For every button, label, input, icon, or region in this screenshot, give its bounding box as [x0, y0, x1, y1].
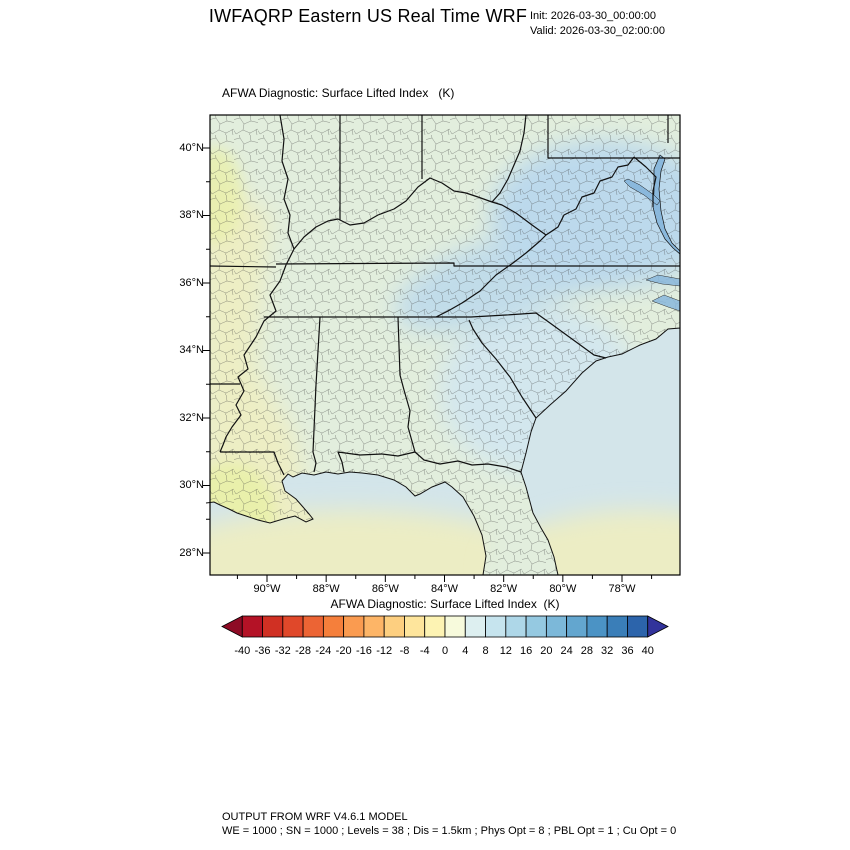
- lon-tick-label: 78°W: [608, 583, 636, 595]
- colorbar-segment: [424, 615, 446, 638]
- colorbar-segment: [505, 615, 527, 638]
- colorbar-tick-label: -36: [255, 645, 271, 657]
- colorbar-tick-label: 0: [442, 645, 448, 657]
- lon-tick-label: 90°W: [253, 583, 281, 595]
- valid-time-label: Valid: 2026-03-30_02:00:00: [530, 25, 665, 37]
- lon-tick-label: 80°W: [549, 583, 577, 595]
- lat-tick-label: 32°N: [179, 411, 204, 424]
- colorbar-tick-label: 28: [581, 645, 593, 657]
- colorbar-tick-label: -24: [315, 645, 331, 657]
- colorbar-tick-label: 40: [642, 645, 654, 657]
- colorbar-tick-label: -4: [420, 645, 430, 657]
- map-subtitle: AFWA Diagnostic: Surface Lifted Index (K…: [222, 86, 455, 100]
- colorbar-tick-label: 16: [520, 645, 532, 657]
- lat-tick-label: 36°N: [179, 276, 204, 289]
- colorbar-segment: [647, 615, 669, 638]
- colorbar-segment: [363, 615, 385, 638]
- colorbar-tick-label: 36: [621, 645, 633, 657]
- colorbar-tick-label: -12: [376, 645, 392, 657]
- init-time-label: Init: 2026-03-30_00:00:00: [530, 10, 656, 22]
- colorbar-svg: -40 -36 -32 -28 -24 -20 -16 -12 -8 -4 0 4 8 12 16 20 24 2…: [221, 615, 669, 657]
- colorbar-tick-label: 24: [561, 645, 573, 657]
- lat-tick-label: 30°N: [179, 479, 204, 491]
- colorbar-segment: [606, 615, 628, 638]
- albemarle-sound: [645, 274, 680, 287]
- colorbar-segment: [302, 615, 324, 638]
- lat-tick-label: 40°N: [179, 141, 204, 154]
- lat-tick-label: 28°N: [179, 546, 204, 559]
- colorbar-tick-label: 32: [601, 645, 613, 657]
- colorbar-segment: [586, 615, 608, 638]
- run-info: Init: 2026-03-30_00:00:00 Valid: 2026-03…: [530, 9, 665, 39]
- colorbar-tick-label: -8: [400, 645, 410, 657]
- colorbar-tick-label: -40: [234, 645, 250, 657]
- colorbar-segment: [322, 615, 345, 638]
- colorbar-segment: [383, 615, 405, 638]
- colorbar-title: AFWA Diagnostic: Surface Lifted Index (K…: [330, 597, 560, 611]
- pamlico-sound: [651, 294, 680, 312]
- chesapeake-bay: [652, 154, 680, 255]
- colorbar-segment: [404, 615, 426, 638]
- axis-ticks: [203, 147, 653, 582]
- colorbar-segment: [545, 615, 568, 638]
- colorbar-tick-label: 8: [482, 645, 488, 657]
- colorbar-segment: [464, 615, 486, 638]
- colorbar-segment: [241, 615, 263, 638]
- colorbar-tick-label: 12: [500, 645, 512, 657]
- lon-tick-label: 84°W: [430, 583, 459, 595]
- potomac-river: [623, 178, 661, 206]
- colorbar-tick-label: 20: [540, 645, 552, 657]
- colorbar-segment: [525, 615, 547, 638]
- state-borders: [209, 114, 680, 476]
- lon-tick-label: 82°W: [490, 583, 518, 595]
- colorbar-segment: [262, 615, 284, 638]
- colorbar-tick-label: -32: [275, 645, 291, 657]
- colorbar: -40 -36 -32 -28 -24 -20 -16 -12 -8 -4 0 4 8 12 16 20 24 2…: [221, 615, 669, 660]
- colorbar-segment: [444, 615, 466, 638]
- lat-tick-label: 38°N: [179, 209, 204, 221]
- lon-tick-label: 88°W: [312, 583, 340, 595]
- lon-tick-label: 86°W: [371, 583, 399, 595]
- colorbar-segment: [221, 615, 243, 638]
- map-frame: [209, 114, 681, 576]
- colorbar-segment: [566, 615, 588, 638]
- page-title: IWFAQRP Eastern US Real Time WRF: [208, 6, 528, 26]
- map-panel: 40°N 38°N 36°N 34°N 32°N 30°N 28°N 90°W 88°W 86°…: [179, 114, 681, 595]
- map-canvas: [203, 114, 681, 582]
- footer-config-line: WE = 1000 ; SN = 1000 ; Levels = 38 ; Di…: [222, 825, 677, 837]
- colorbar-segment: [282, 615, 304, 638]
- colorbar-tick-label: -20: [336, 645, 352, 657]
- colorbar-tick-label: -16: [356, 645, 372, 657]
- footer-model-line: OUTPUT FROM WRF V4.6.1 MODEL: [222, 811, 408, 823]
- coastline: [205, 114, 681, 576]
- footer: OUTPUT FROM WRF V4.6.1 MODEL WE = 1000 ;…: [222, 810, 676, 838]
- lat-tick-label: 34°N: [179, 344, 204, 356]
- colorbar-tick-label: 4: [462, 645, 468, 657]
- colorbar-segment: [343, 615, 365, 638]
- colorbar-segment: [485, 615, 507, 638]
- colorbar-segment: [627, 615, 649, 638]
- colorbar-tick-label: -28: [295, 645, 311, 657]
